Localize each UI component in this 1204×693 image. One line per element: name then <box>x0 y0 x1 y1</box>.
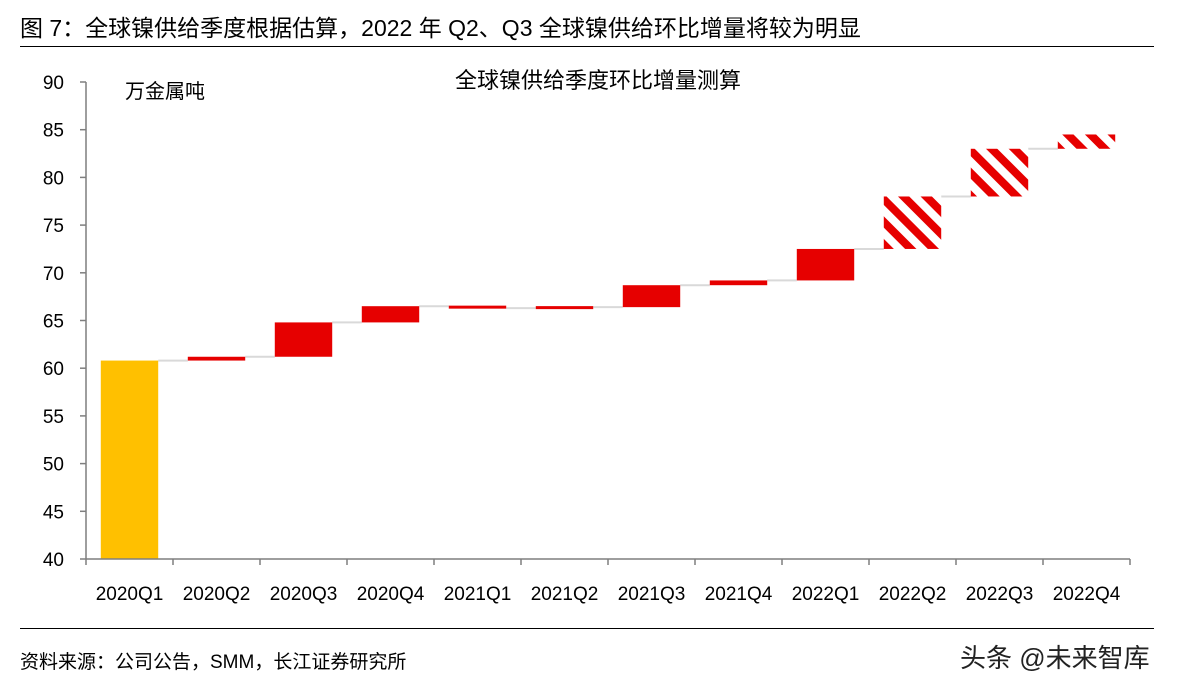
axes <box>80 81 1131 565</box>
x-tick-label-2022q4: 2022Q4 <box>1053 584 1121 605</box>
y-axis-unit-label: 万金属吨 <box>125 80 205 103</box>
y-tick-label-80: 80 <box>43 168 64 189</box>
y-tick-label-75: 75 <box>43 216 64 237</box>
bar-2021q1 <box>448 305 507 309</box>
bar-2022q1 <box>796 248 855 281</box>
bar-2022q3 <box>970 148 1029 197</box>
waterfall-chart: 40 45 50 55 60 65 70 75 80 85 90 2020Q1 2020Q2 2020Q3… <box>43 68 1131 605</box>
bottom-rule <box>20 628 1154 629</box>
watermark: 头条 @未来智库 <box>960 643 1150 673</box>
x-tick-label-2020q2: 2020Q2 <box>183 584 251 605</box>
x-tick-label-2021q4: 2021Q4 <box>705 584 773 605</box>
x-tick-label-2022q3: 2022Q3 <box>966 584 1034 605</box>
y-tick-label-85: 85 <box>43 121 64 142</box>
source-note: 资料来源：公司公告，SMM，长江证券研究所 <box>20 652 407 673</box>
bar-2021q3 <box>622 285 681 308</box>
bar-2020q4 <box>361 306 420 323</box>
x-tick-label-2022q2: 2022Q2 <box>879 584 947 605</box>
x-tick-label-2021q1: 2021Q1 <box>444 584 512 605</box>
bar-2022q2 <box>883 196 942 249</box>
figure-title: 图 7：全球镍供给季度根据估算，2022 年 Q2、Q3 全球镍供给环比增量将较… <box>20 15 861 41</box>
x-tick-label-2020q3: 2020Q3 <box>270 584 338 605</box>
x-tick-label-2020q4: 2020Q4 <box>357 584 425 605</box>
tick-labels: 40 45 50 55 60 65 70 75 80 85 90 2020Q1 2020Q2 2020Q3… <box>43 73 1121 605</box>
top-rule <box>20 46 1154 47</box>
y-tick-label-90: 90 <box>43 73 64 94</box>
x-tick-label-2020q1: 2020Q1 <box>96 584 164 605</box>
y-tick-label-65: 65 <box>43 312 64 333</box>
chart-title: 全球镍供给季度环比增量测算 <box>455 68 741 93</box>
y-tick-label-50: 50 <box>43 455 64 476</box>
y-tick-label-70: 70 <box>43 264 64 285</box>
y-tick-label-60: 60 <box>43 359 64 380</box>
x-tick-label-2021q2: 2021Q2 <box>531 584 599 605</box>
x-tick-label-2022q1: 2022Q1 <box>792 584 860 605</box>
y-tick-label-55: 55 <box>43 407 64 428</box>
bar-2021q4 <box>709 280 768 286</box>
y-tick-label-45: 45 <box>43 502 64 523</box>
bar-2021q2 <box>535 306 594 310</box>
x-tick-label-2021q3: 2021Q3 <box>618 584 686 605</box>
bars <box>100 134 1116 559</box>
bar-2020q3 <box>274 322 333 357</box>
bar-2020q1 <box>100 360 159 559</box>
y-tick-label-40: 40 <box>43 550 64 571</box>
connector-lines <box>158 147 1058 362</box>
bar-2022q4 <box>1057 134 1116 149</box>
bar-2020q2 <box>187 356 246 361</box>
